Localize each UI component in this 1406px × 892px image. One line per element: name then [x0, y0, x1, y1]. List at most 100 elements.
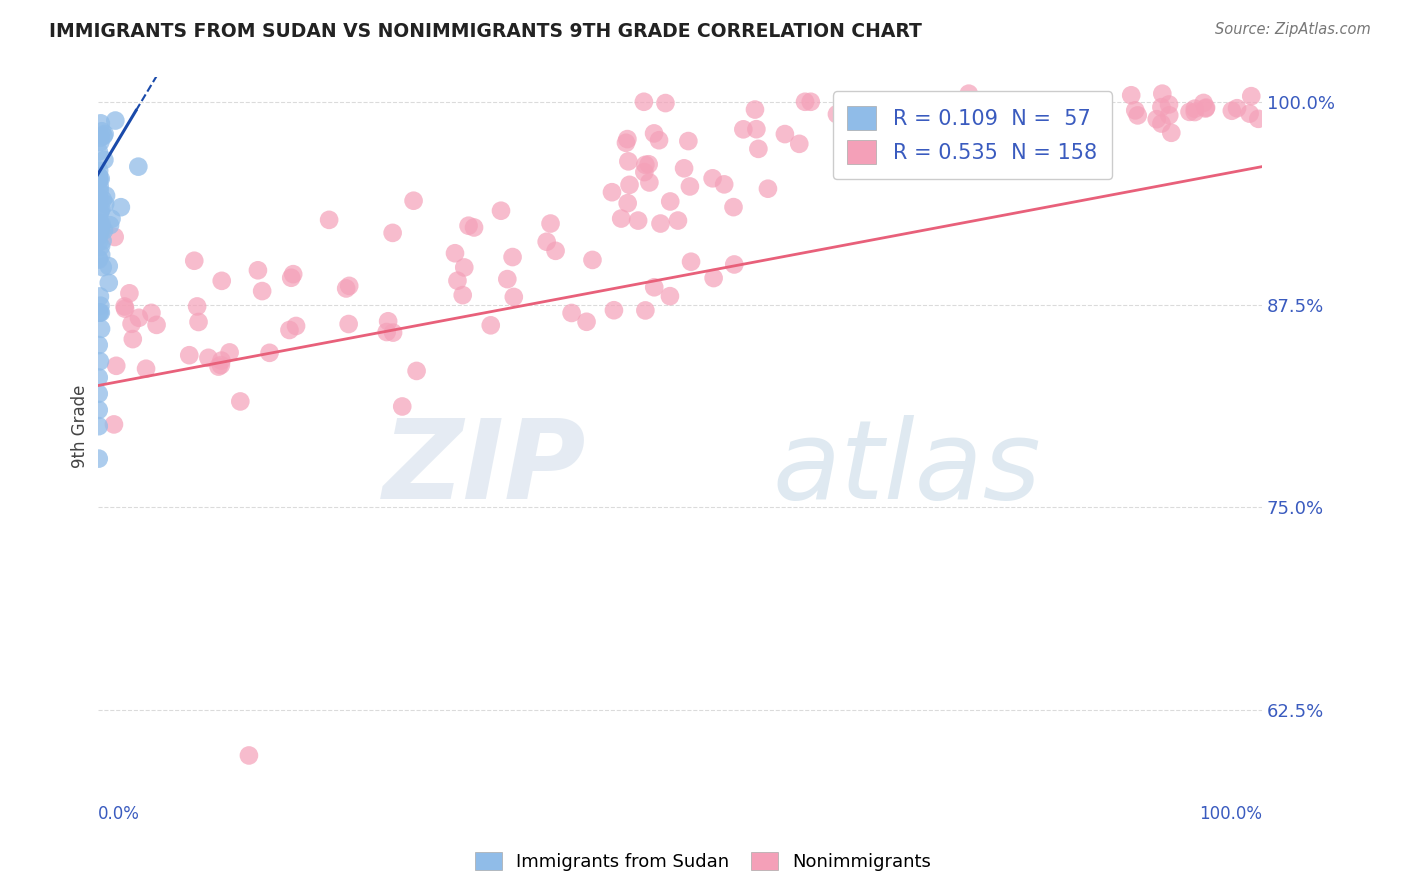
Text: ZIP: ZIP: [382, 415, 586, 522]
Point: [90, 124, 112, 138]
Point: [634, 303, 657, 318]
Point: [87, 252, 110, 266]
Point: [104, 113, 127, 128]
Point: [93, 128, 115, 143]
Point: [87, 386, 110, 401]
Point: [1178, 104, 1201, 119]
Point: [402, 194, 425, 208]
Point: [444, 246, 467, 260]
Point: [673, 161, 696, 176]
Point: [90, 116, 112, 130]
Point: [1152, 87, 1174, 101]
Point: [650, 217, 672, 231]
Point: [250, 284, 273, 298]
Point: [89, 205, 111, 219]
Point: [93, 153, 115, 167]
Point: [375, 325, 398, 339]
Point: [956, 97, 979, 112]
Point: [1059, 119, 1081, 133]
Point: [90, 247, 112, 261]
Point: [678, 134, 700, 148]
Point: [457, 219, 479, 233]
Point: [453, 260, 475, 275]
Point: [183, 253, 205, 268]
Legend: Immigrants from Sudan, Nonimmigrants: Immigrants from Sudan, Nonimmigrants: [467, 845, 939, 879]
Point: [1184, 102, 1206, 116]
Point: [998, 110, 1021, 124]
Point: [1157, 97, 1180, 112]
Point: [91, 260, 114, 275]
Point: [229, 394, 252, 409]
Point: [502, 290, 524, 304]
Point: [1040, 99, 1063, 113]
Point: [1077, 103, 1099, 117]
Point: [89, 179, 111, 194]
Point: [94, 197, 117, 211]
Point: [218, 345, 240, 359]
Point: [1021, 112, 1043, 126]
Point: [91, 234, 114, 248]
Point: [945, 95, 967, 109]
Point: [87, 169, 110, 183]
Point: [666, 213, 689, 227]
Point: [127, 160, 149, 174]
Point: [145, 318, 167, 332]
Point: [1195, 101, 1218, 115]
Point: [405, 364, 427, 378]
Point: [1247, 112, 1270, 126]
Point: [90, 130, 112, 145]
Point: [952, 111, 974, 125]
Point: [957, 87, 980, 101]
Point: [1160, 126, 1182, 140]
Point: [1090, 103, 1112, 118]
Point: [1159, 108, 1181, 122]
Text: Source: ZipAtlas.com: Source: ZipAtlas.com: [1215, 22, 1371, 37]
Point: [1192, 95, 1215, 110]
Point: [391, 400, 413, 414]
Point: [723, 257, 745, 271]
Point: [1220, 103, 1243, 118]
Point: [633, 95, 655, 109]
Point: [87, 403, 110, 417]
Point: [337, 317, 360, 331]
Point: [1026, 117, 1049, 131]
Point: [1123, 103, 1146, 118]
Point: [1000, 118, 1022, 132]
Point: [89, 184, 111, 198]
Point: [246, 263, 269, 277]
Point: [381, 226, 404, 240]
Point: [89, 172, 111, 186]
Point: [103, 417, 125, 432]
Point: [561, 306, 583, 320]
Point: [87, 451, 110, 466]
Point: [800, 95, 823, 109]
Point: [948, 95, 970, 109]
Point: [89, 289, 111, 303]
Point: [90, 322, 112, 336]
Point: [110, 200, 132, 214]
Point: [1184, 105, 1206, 120]
Point: [105, 359, 128, 373]
Point: [633, 165, 655, 179]
Point: [575, 315, 598, 329]
Point: [544, 244, 567, 258]
Point: [787, 136, 810, 151]
Point: [654, 96, 676, 111]
Point: [94, 188, 117, 202]
Point: [278, 323, 301, 337]
Point: [637, 157, 659, 171]
Point: [89, 354, 111, 368]
Point: [496, 272, 519, 286]
Point: [318, 212, 340, 227]
Point: [773, 127, 796, 141]
Point: [283, 267, 305, 281]
Point: [972, 95, 994, 109]
Point: [128, 310, 150, 325]
Point: [984, 123, 1007, 137]
Point: [825, 107, 848, 121]
Point: [89, 299, 111, 313]
Point: [121, 332, 143, 346]
Point: [93, 223, 115, 237]
Point: [703, 271, 725, 285]
Point: [658, 289, 681, 303]
